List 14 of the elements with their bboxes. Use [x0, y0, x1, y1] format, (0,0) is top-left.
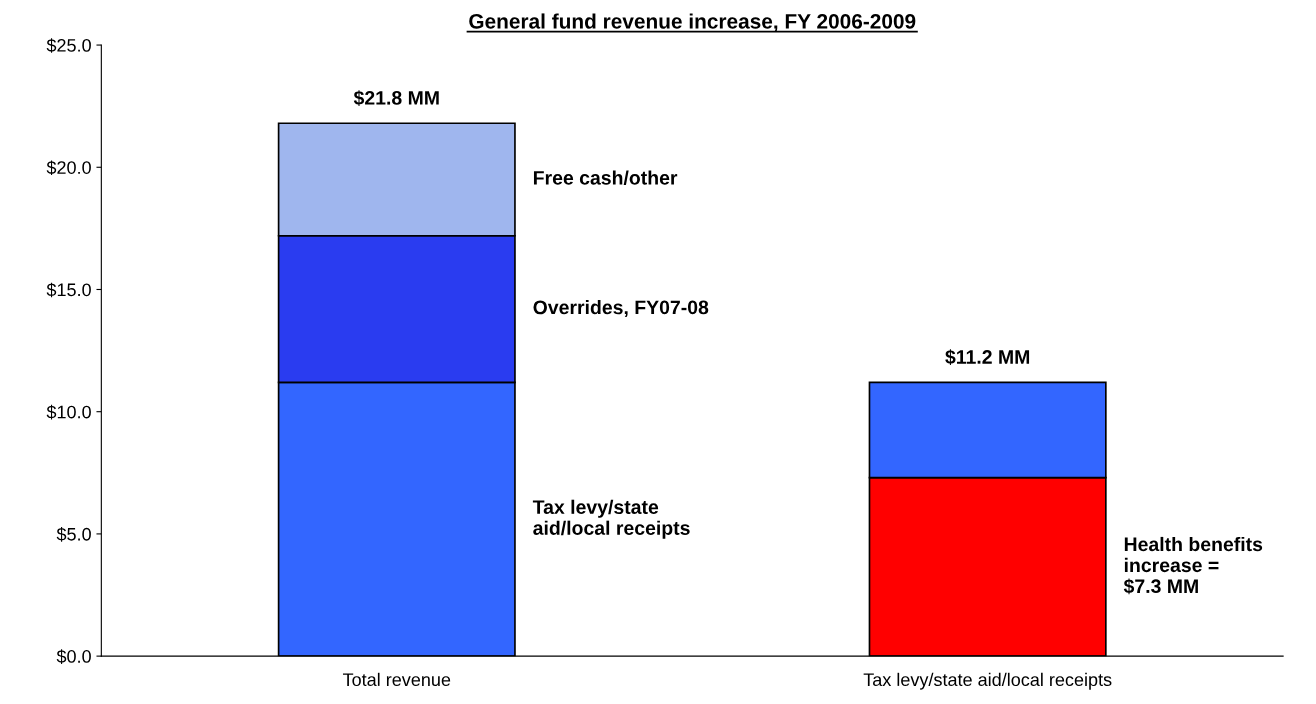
- series-label: Free cash/other: [533, 170, 678, 185]
- total-label: $11.2 MM: [945, 349, 1030, 366]
- chart-title: General fund revenue increase, FY 2006-2009: [469, 13, 916, 32]
- series-label: Tax levy/state aid/local receipts: [532, 499, 690, 539]
- y-tick-label: $10.0: [46, 404, 91, 420]
- total-label: $21.8 MM: [353, 90, 439, 107]
- y-tick-label: $5.0: [56, 527, 91, 542]
- y-tick-label: $15.0: [46, 282, 91, 298]
- y-tick-label: $25.0: [46, 38, 91, 53]
- y-tick-label: $0.0: [56, 649, 91, 664]
- y-tick-label: $20.0: [46, 160, 91, 176]
- series-label: Overrides, FY07-08: [533, 299, 709, 318]
- series-label: Health benefits increase = $7.3 MM: [1123, 536, 1263, 595]
- x-tick-label: Total revenue: [342, 672, 451, 687]
